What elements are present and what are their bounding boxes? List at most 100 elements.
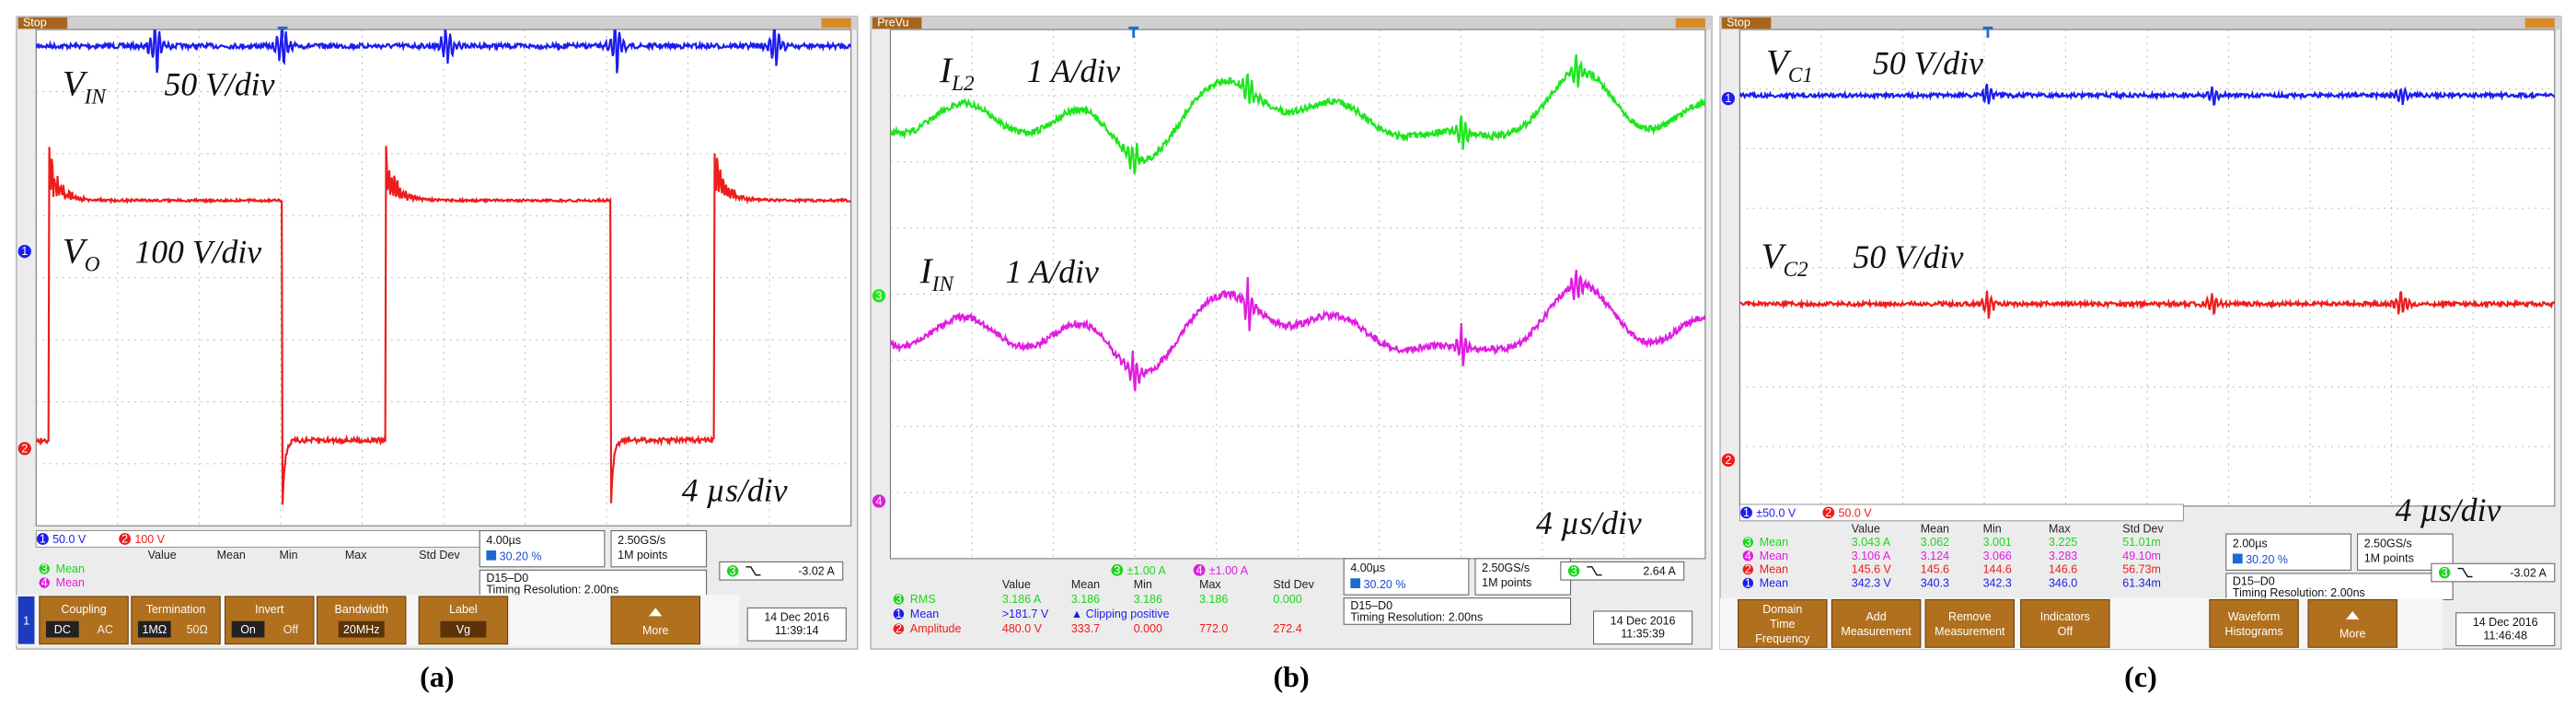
trace-scale: 50 V/div bbox=[165, 66, 275, 103]
status: Stop bbox=[1727, 17, 1750, 29]
button-title: Label bbox=[449, 603, 478, 616]
channel-scale: 50.0 V bbox=[52, 533, 87, 546]
option-box bbox=[338, 620, 385, 638]
status-bar bbox=[16, 16, 858, 30]
menu-button[interactable] bbox=[2020, 598, 2110, 648]
menu-button[interactable] bbox=[1738, 598, 1828, 648]
menu-button[interactable] bbox=[610, 596, 700, 645]
status-box bbox=[872, 17, 922, 29]
measurement-value: 3.062 bbox=[1921, 536, 1949, 549]
channel-badge bbox=[1740, 506, 1752, 519]
channel-marker-label: 4 bbox=[876, 494, 883, 507]
measurement-value: 145.6 bbox=[1921, 563, 1949, 576]
button-label: Time bbox=[1770, 618, 1795, 631]
row-badge bbox=[1742, 537, 1754, 548]
time-scale: 4 µs/div bbox=[1536, 504, 1642, 541]
trace-scale: 1 A/div bbox=[1005, 253, 1099, 290]
button-label: Frequency bbox=[1755, 632, 1810, 645]
option-box bbox=[137, 620, 171, 638]
channel-number: 1 bbox=[1743, 506, 1750, 519]
channel-marker bbox=[1721, 91, 1736, 106]
timebase-position: 30.20 % bbox=[1364, 578, 1406, 591]
row-badge bbox=[1742, 563, 1754, 575]
trigger-slope bbox=[1587, 566, 1602, 576]
measurement-value: 3.186 A bbox=[1002, 593, 1042, 606]
trace-subscript: O bbox=[85, 253, 100, 277]
row-channel: 4 bbox=[41, 576, 48, 589]
measurement-name: Mean bbox=[56, 576, 85, 589]
button-label: Waveform bbox=[2228, 610, 2280, 623]
table-header: Std Dev bbox=[419, 549, 460, 562]
measurement-name: Mean bbox=[1760, 563, 1788, 576]
channel-badge bbox=[36, 533, 49, 545]
timebase-scale: 4.00µs bbox=[1350, 562, 1385, 574]
caption: (a) bbox=[420, 660, 454, 693]
trigger-level: -3.02 A bbox=[798, 565, 835, 578]
row-channel: 2 bbox=[895, 622, 902, 635]
channel-number: 1 bbox=[40, 533, 46, 546]
channel-marker-label: 1 bbox=[21, 245, 28, 258]
row-badge bbox=[893, 594, 905, 605]
menu-button[interactable] bbox=[1924, 598, 2016, 648]
measurement-value: 342.3 bbox=[1983, 577, 2012, 590]
trigger-badge bbox=[1567, 565, 1580, 577]
record-length: 1M points bbox=[2364, 551, 2414, 564]
button-label: Off bbox=[2058, 625, 2074, 638]
row-channel: 2 bbox=[1745, 563, 1751, 576]
option-box bbox=[440, 620, 487, 638]
menu-button[interactable] bbox=[1831, 598, 1922, 648]
table-header: Value bbox=[1002, 578, 1031, 591]
trace-label: IL2 bbox=[939, 51, 975, 96]
channel-marker-label: 1 bbox=[1725, 92, 1731, 105]
waveform bbox=[890, 270, 1705, 391]
date-box bbox=[746, 607, 847, 642]
trace-symbol: V bbox=[63, 64, 88, 104]
measurement-value: 3.225 bbox=[2049, 536, 2077, 549]
channel-number: 2 bbox=[121, 533, 128, 546]
timebase-box bbox=[1343, 558, 1470, 596]
waveform bbox=[36, 145, 851, 505]
channel-badge bbox=[1822, 506, 1835, 519]
measurement-value: 0.000 bbox=[1273, 593, 1301, 606]
table-header: Min bbox=[279, 549, 297, 562]
trace-label: VO bbox=[63, 232, 100, 277]
sample-rate: 2.50GS/s bbox=[1482, 562, 1530, 574]
channel-badge bbox=[1111, 563, 1124, 576]
date-box bbox=[1592, 610, 1693, 645]
status-end bbox=[821, 17, 851, 29]
timebase-position: 30.20 % bbox=[2246, 553, 2288, 566]
measurement-value: 3.043 A bbox=[1852, 536, 1891, 549]
measurement-value: >181.7 V bbox=[1002, 608, 1049, 620]
digital-box bbox=[479, 569, 708, 597]
measurement-value: 3.001 bbox=[1983, 536, 2012, 549]
trigger-level: 2.64 A bbox=[1643, 565, 1676, 578]
trigger-slope bbox=[2457, 567, 2473, 578]
trace-subscript: C2 bbox=[1784, 258, 1808, 282]
button-title: Bandwidth bbox=[335, 603, 388, 616]
status-box bbox=[17, 17, 68, 29]
trace-scale: 1 A/div bbox=[1027, 52, 1121, 89]
menu-button[interactable] bbox=[2307, 598, 2397, 648]
row-badge bbox=[39, 563, 50, 574]
row-channel: 3 bbox=[41, 562, 48, 575]
status: PreVu bbox=[877, 17, 908, 29]
channel-tab bbox=[17, 596, 35, 644]
channel-bar bbox=[35, 530, 480, 548]
row-badge bbox=[893, 623, 905, 634]
trigger-channel: 3 bbox=[2442, 566, 2448, 579]
trigger-slope bbox=[745, 566, 761, 576]
time: 11:39:14 bbox=[775, 624, 819, 637]
status-end bbox=[1675, 17, 1705, 29]
more-arrow bbox=[649, 608, 663, 617]
table-header: Mean bbox=[1921, 522, 1949, 535]
row-badge bbox=[39, 577, 50, 588]
trigger-channel: 3 bbox=[1571, 564, 1577, 577]
trace-scale: 50 V/div bbox=[1854, 238, 1964, 275]
measurement-value: 49.10m bbox=[2122, 550, 2161, 562]
status-end bbox=[2524, 17, 2555, 29]
position-icon bbox=[2232, 553, 2243, 564]
measurement-value: 480.0 V bbox=[1002, 622, 1043, 635]
menu-button[interactable] bbox=[2209, 598, 2299, 648]
